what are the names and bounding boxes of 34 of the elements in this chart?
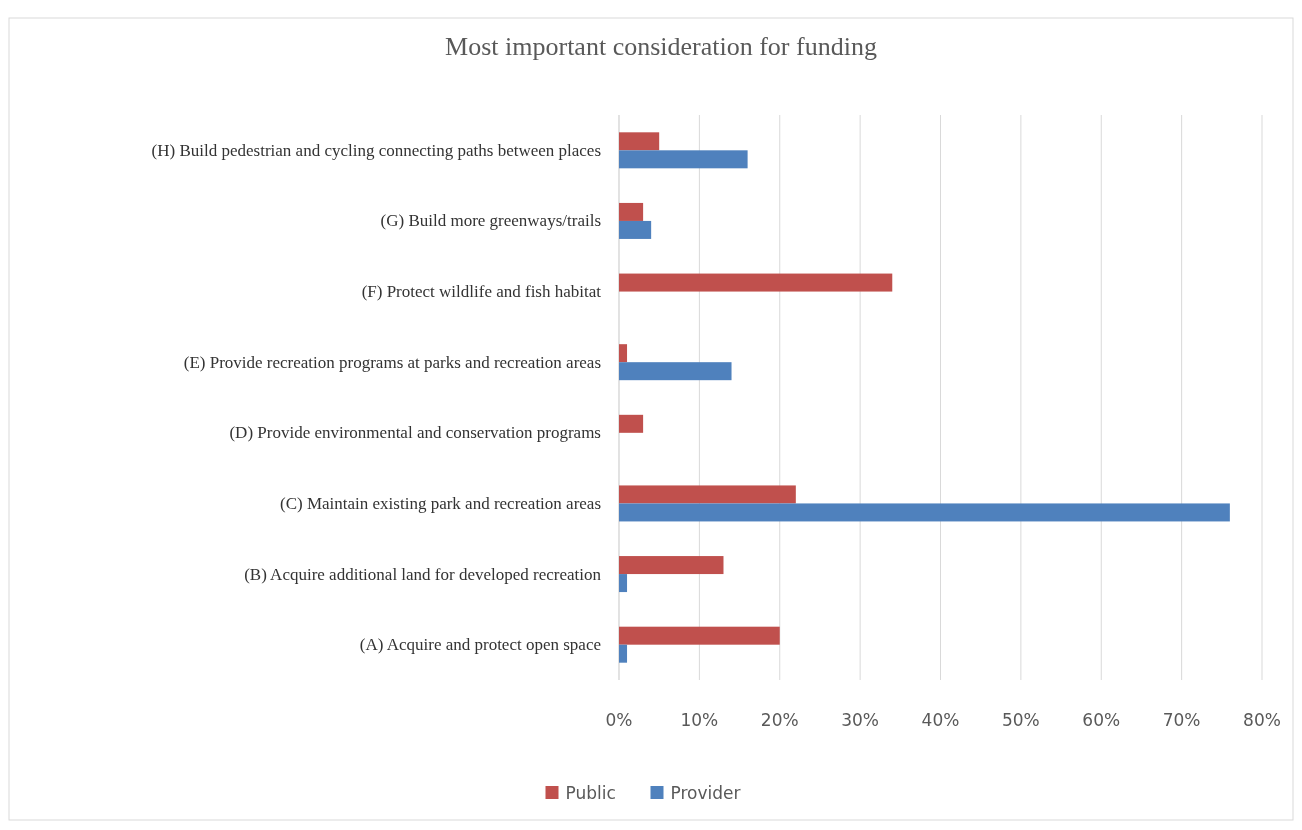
x-tick-label: 70%: [1162, 710, 1201, 730]
y-tick-label: (A) Acquire and protect open space: [359, 635, 601, 655]
x-tick-label: 20%: [760, 710, 799, 730]
bar: [619, 220, 652, 239]
bar: [619, 574, 628, 593]
y-tick-label: (F) Protect wildlife and fish habitat: [361, 282, 602, 302]
x-tick-label: 60%: [1082, 710, 1121, 730]
bar: [619, 344, 628, 363]
y-tick-label: (G) Build more greenways/trails: [380, 211, 601, 231]
bar: [619, 150, 748, 169]
bar: [619, 202, 644, 221]
x-tick-label: 50%: [1001, 710, 1040, 730]
bar: [619, 644, 628, 663]
y-tick-label: (D) Provide environmental and conservation programs: [229, 423, 601, 443]
legend-label: Public: [565, 783, 616, 803]
chart-title: Most important consideration for funding: [445, 32, 877, 61]
x-tick-label: 0%: [605, 710, 633, 730]
x-tick-label: 40%: [921, 710, 960, 730]
bar: [619, 414, 644, 433]
bar: [619, 362, 732, 381]
x-tick-label: 80%: [1243, 710, 1281, 730]
bar: [619, 485, 796, 504]
x-tick-label: 30%: [841, 710, 880, 730]
x-tick-label: 10%: [680, 710, 719, 730]
bar: [619, 626, 780, 645]
y-tick-label: (H) Build pedestrian and cycling connecting paths between places: [151, 140, 601, 160]
y-tick-label: (C) Maintain existing park and recreation areas: [280, 493, 601, 513]
bar: [619, 273, 893, 292]
bar: [619, 556, 724, 575]
bar: [619, 503, 1230, 522]
legend-label: Provider: [670, 783, 741, 803]
bar: [619, 132, 660, 151]
y-tick-label: (B) Acquire additional land for developed recreation: [244, 564, 602, 584]
y-tick-label: (E) Provide recreation programs at parks and recreation areas: [183, 352, 601, 372]
